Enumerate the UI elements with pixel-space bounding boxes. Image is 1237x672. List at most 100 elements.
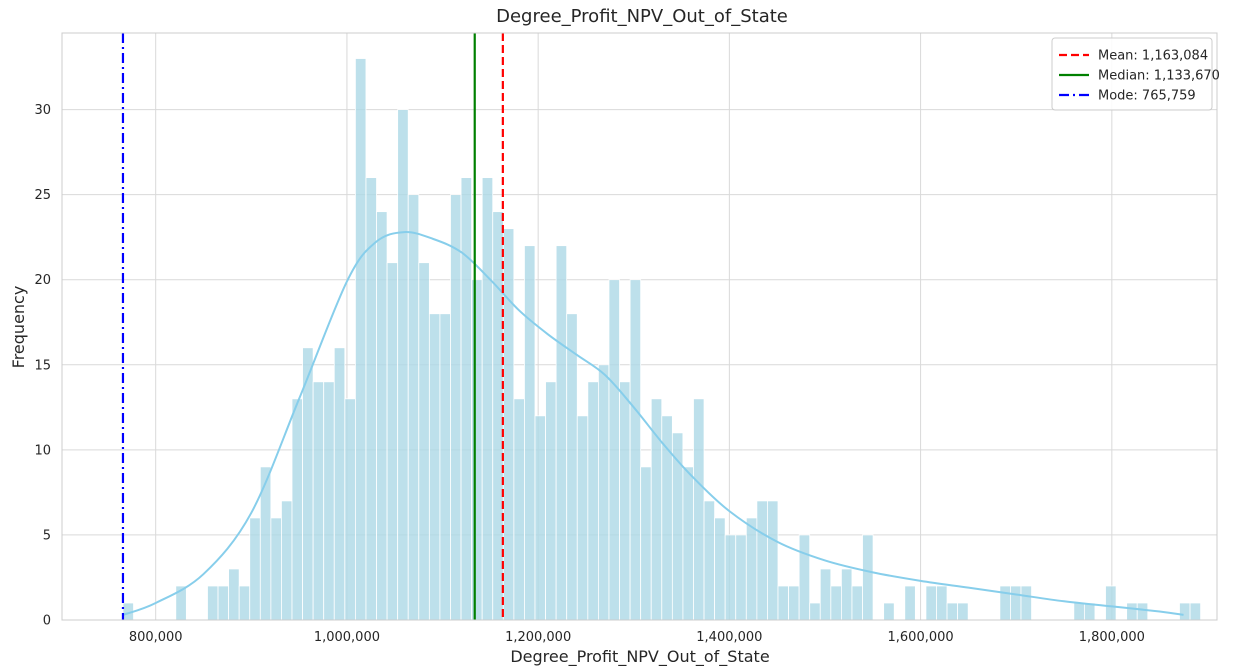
histogram-bar bbox=[460, 177, 473, 621]
histogram-bar bbox=[767, 500, 779, 621]
histogram-bar bbox=[238, 585, 251, 621]
y-tick-label: 15 bbox=[34, 358, 51, 373]
histogram-bar bbox=[397, 109, 409, 621]
y-tick-label: 5 bbox=[43, 528, 51, 543]
x-axis-label: Degree_Profit_NPV_Out_of_State bbox=[510, 647, 769, 667]
histogram-bar bbox=[471, 279, 483, 621]
histogram-bar bbox=[1073, 602, 1085, 621]
histogram-bar bbox=[597, 364, 610, 621]
histogram-bar bbox=[281, 500, 293, 621]
histogram-bar bbox=[714, 517, 726, 621]
histogram-bar bbox=[249, 517, 261, 621]
histogram-bar bbox=[344, 398, 356, 621]
histogram-bar bbox=[883, 602, 895, 621]
histogram-bar bbox=[333, 347, 346, 621]
histogram-bar bbox=[376, 211, 388, 621]
histogram-bar bbox=[439, 313, 451, 621]
histogram-bar bbox=[851, 585, 863, 621]
histogram-bar bbox=[587, 381, 599, 621]
histogram-bar bbox=[407, 194, 420, 621]
histogram-bar bbox=[1010, 585, 1022, 621]
histogram-bar bbox=[323, 381, 335, 621]
histogram-bar bbox=[925, 585, 937, 621]
histogram-bar bbox=[207, 585, 219, 621]
y-tick-label: 20 bbox=[34, 273, 51, 288]
x-tick-label: 1,800,000 bbox=[1079, 630, 1145, 645]
histogram-bar bbox=[1179, 602, 1191, 621]
histogram-bar bbox=[566, 313, 578, 621]
legend-label: Mode: 765,759 bbox=[1098, 89, 1196, 104]
histogram-bar bbox=[481, 177, 494, 621]
kde-curve bbox=[122, 231, 1184, 616]
x-tick-label: 1,000,000 bbox=[314, 630, 380, 645]
histogram-bar bbox=[936, 585, 948, 621]
x-tick-label: 1,200,000 bbox=[505, 630, 571, 645]
histogram-bar bbox=[576, 415, 589, 621]
histogram-bar bbox=[291, 398, 303, 621]
histogram-bar bbox=[418, 262, 430, 621]
y-tick-labels: 0 5 10 15 20 25 30 bbox=[34, 103, 51, 628]
kde-layer bbox=[122, 231, 1184, 616]
histogram-bar bbox=[640, 466, 652, 621]
legend-label: Mean: 1,163,084 bbox=[1098, 49, 1208, 64]
histogram-bar bbox=[745, 517, 758, 621]
histogram-bar bbox=[724, 534, 737, 621]
histogram-bar bbox=[999, 585, 1011, 621]
histogram-bar bbox=[682, 466, 694, 621]
y-tick-label: 30 bbox=[34, 103, 51, 118]
histogram-bar bbox=[386, 262, 399, 621]
chart-title: Degree_Profit_NPV_Out_of_State bbox=[496, 6, 788, 27]
histogram-bar bbox=[904, 585, 916, 621]
histogram-bar bbox=[608, 279, 620, 621]
y-tick-label: 25 bbox=[34, 188, 51, 203]
histogram-bar bbox=[1105, 585, 1117, 621]
histogram-bar bbox=[693, 398, 705, 621]
histogram-bar bbox=[270, 517, 282, 621]
histogram-bar bbox=[217, 585, 230, 621]
histogram-bar bbox=[354, 58, 367, 621]
histogram-bar bbox=[545, 381, 557, 621]
histogram-bar bbox=[1136, 602, 1149, 621]
histogram-bar bbox=[555, 245, 568, 621]
histogram-bar bbox=[312, 381, 325, 621]
plot-frame bbox=[61, 32, 1218, 621]
histogram-bar bbox=[228, 568, 240, 621]
legend-box bbox=[1051, 37, 1213, 111]
histogram-bar bbox=[1189, 602, 1202, 621]
histogram-bar bbox=[619, 381, 631, 621]
legend: Mean: 1,163,084 Median: 1,133,670 Mode: 76… bbox=[1051, 37, 1220, 111]
y-axis-label: Frequency bbox=[9, 286, 28, 369]
histogram-bar bbox=[840, 568, 853, 621]
histogram-bar bbox=[756, 500, 768, 621]
histogram-bar bbox=[428, 313, 441, 621]
histogram-bar bbox=[862, 534, 874, 621]
x-tick-label: 1,600,000 bbox=[888, 630, 954, 645]
x-tick-label: 800,000 bbox=[129, 630, 183, 645]
histogram-bar bbox=[703, 500, 716, 621]
legend-label: Median: 1,133,670 bbox=[1098, 69, 1220, 84]
histogram-bar bbox=[450, 194, 462, 621]
histogram-bar bbox=[502, 228, 515, 621]
histogram-bar bbox=[524, 245, 536, 621]
histogram-bar bbox=[819, 568, 832, 621]
y-tick-label: 10 bbox=[34, 443, 51, 458]
histogram-bar bbox=[946, 602, 959, 621]
histogram-bar bbox=[513, 398, 525, 621]
histogram-bar bbox=[957, 602, 969, 621]
histogram-bar bbox=[777, 585, 789, 621]
histogram-bar bbox=[798, 534, 811, 621]
histogram-bar bbox=[809, 602, 821, 621]
histogram-bar bbox=[534, 415, 546, 621]
y-tick-label: 0 bbox=[43, 614, 51, 629]
histogram-bar bbox=[661, 415, 673, 621]
histogram-bar bbox=[1083, 602, 1096, 621]
histogram-bar bbox=[830, 585, 842, 621]
histogram-bar bbox=[492, 211, 504, 621]
x-tick-labels: 800,000 1,000,000 1,200,000 1,400,000 1,600,… bbox=[129, 630, 1145, 645]
histogram-bars bbox=[122, 58, 1202, 621]
x-tick-label: 1,400,000 bbox=[696, 630, 762, 645]
histogram-bar bbox=[735, 534, 747, 621]
histogram-bar bbox=[629, 279, 642, 621]
